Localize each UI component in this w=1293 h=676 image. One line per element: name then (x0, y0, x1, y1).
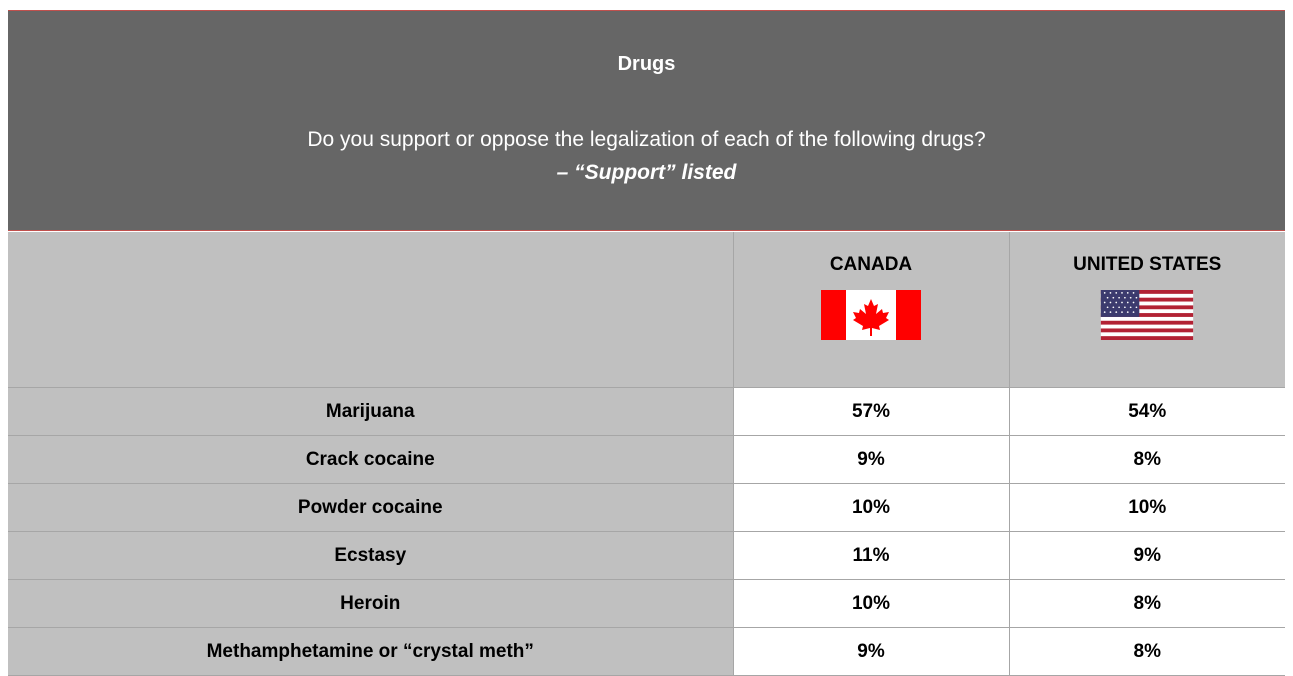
table-row: Heroin 10% 8% (8, 579, 1285, 628)
row-label: Methamphetamine or “crystal meth” (8, 627, 734, 676)
canada-value: 9% (733, 435, 1010, 484)
banner-question: Do you support or oppose the legalizatio… (307, 128, 986, 151)
canada-value: 9% (733, 627, 1010, 676)
table-row: Crack cocaine 9% 8% (8, 435, 1285, 484)
table-row: Marijuana 57% 54% (8, 387, 1285, 436)
results-table: CANADA UNITED STATES (8, 232, 1285, 676)
usa-value: 10% (1009, 483, 1285, 532)
table-row: Ecstasy 11% 9% (8, 531, 1285, 580)
row-label: Marijuana (8, 387, 734, 436)
header-canada: CANADA (733, 232, 1010, 388)
header-blank-cell (8, 232, 734, 388)
usa-value: 9% (1009, 531, 1285, 580)
header-canada-label: CANADA (829, 253, 913, 275)
header-usa: UNITED STATES (1009, 232, 1285, 388)
canada-value: 10% (733, 579, 1010, 628)
row-label: Heroin (8, 579, 734, 628)
table-header-row: CANADA UNITED STATES (8, 232, 1285, 388)
row-label: Powder cocaine (8, 483, 734, 532)
banner-title: Drugs (617, 53, 676, 75)
row-label: Ecstasy (8, 531, 734, 580)
usa-value: 8% (1009, 579, 1285, 628)
canada-flag-icon (821, 289, 921, 340)
usa-value: 8% (1009, 627, 1285, 676)
canada-value: 10% (733, 483, 1010, 532)
canada-value: 11% (733, 531, 1010, 580)
usa-flag-icon (1101, 289, 1194, 340)
table-row: Powder cocaine 10% 10% (8, 483, 1285, 532)
usa-value: 54% (1009, 387, 1285, 436)
header-usa-label: UNITED STATES (1073, 253, 1222, 275)
row-label: Crack cocaine (8, 435, 734, 484)
title-banner: Drugs Do you support or oppose the legal… (8, 10, 1285, 231)
table-row: Methamphetamine or “crystal meth” 9% 8% (8, 627, 1285, 676)
canada-value: 57% (733, 387, 1010, 436)
banner-subtitle: – “Support” listed (556, 161, 737, 184)
usa-value: 8% (1009, 435, 1285, 484)
